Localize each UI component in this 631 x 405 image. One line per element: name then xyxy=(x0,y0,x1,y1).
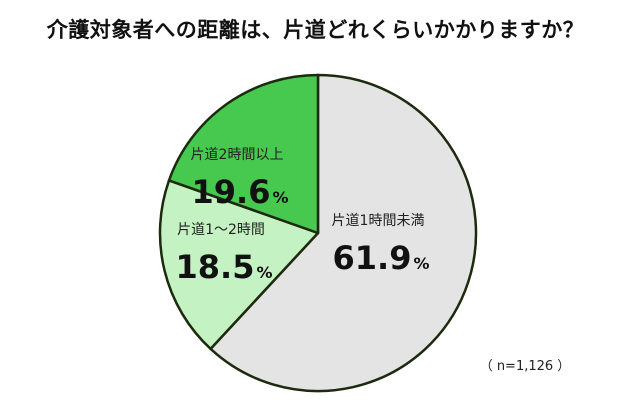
slice-unit-over-2-hours: % xyxy=(273,188,289,207)
slice-label-over-2-hours: 片道2時間以上 xyxy=(191,147,284,163)
slice-unit-under-1-hour: % xyxy=(414,254,430,273)
slice-value-under-1-hour: 61.9 xyxy=(333,239,412,277)
chart-title: 介護対象者への距離は、片道どれくらいかかりますか？ xyxy=(46,18,585,42)
pie-slice-under-1-hour xyxy=(209,73,478,393)
slice-label-under-1-hour: 片道1時間未満 xyxy=(332,213,425,229)
pie-slice-over-2-hours xyxy=(167,73,320,235)
slice-value-1-to-2-hours: 18.5 xyxy=(176,248,255,286)
pie-slice-1-to-2-hours xyxy=(158,179,320,351)
slice-label-1-to-2-hours: 片道1〜2時間 xyxy=(177,222,265,238)
sample-size-note: （ n=1,126 ） xyxy=(479,359,571,374)
slice-unit-1-to-2-hours: % xyxy=(257,263,273,282)
slice-value-over-2-hours: 19.6 xyxy=(192,173,271,211)
